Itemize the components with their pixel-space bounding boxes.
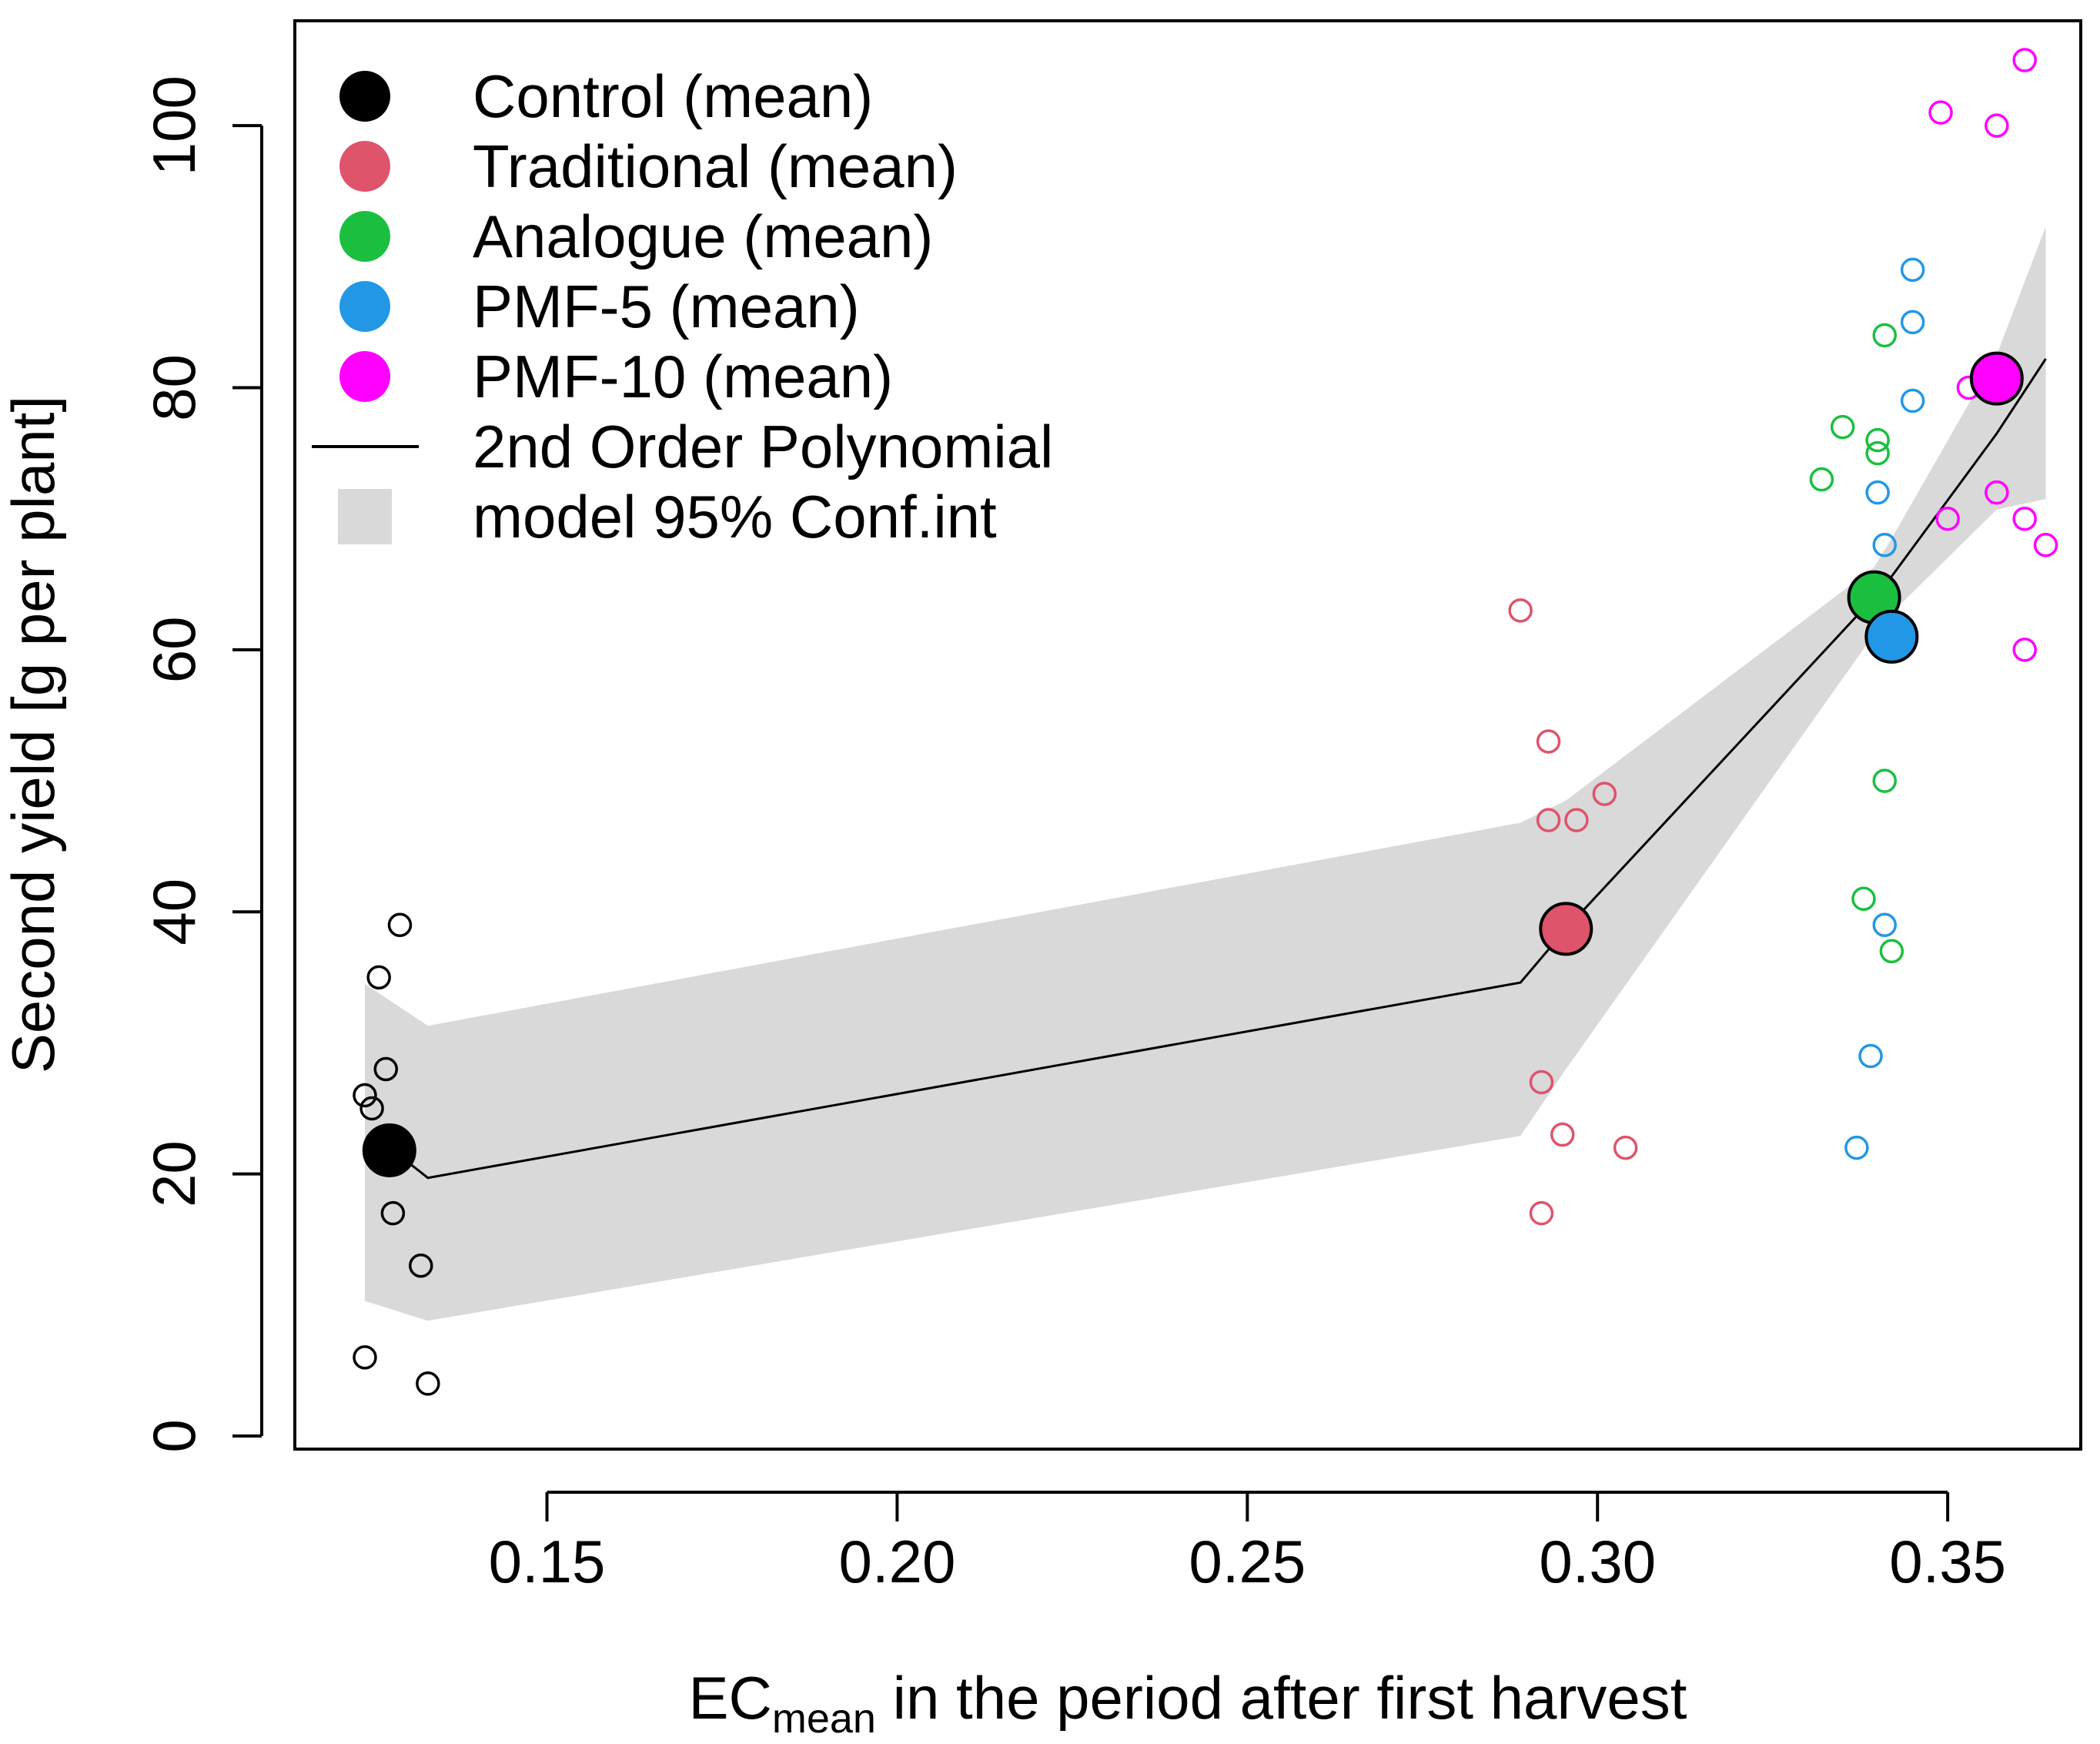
- legend-marker-pmf-5-mean: [339, 281, 390, 332]
- data-point-control: [409, 1253, 433, 1278]
- data-point-control: [353, 1345, 377, 1370]
- legend-marker-traditional-mean: [339, 141, 390, 192]
- y-axis-title: Second yield [g per plant]: [0, 396, 67, 1073]
- legend-marker-pmf-10-mean: [339, 351, 390, 402]
- data-point-analogue: [1872, 323, 1898, 348]
- data-point-pmf-10: [2012, 638, 2037, 662]
- data-point-pmf-5: [1900, 257, 1925, 283]
- confidence-band-layer: [364, 226, 2046, 1321]
- legend-marker-control-mean: [339, 71, 390, 122]
- axes-layer: 0.15 0.20 0.25 0.30 0.35 0 20 40 60 80 100: [140, 75, 2006, 1595]
- data-point-traditional: [1550, 1122, 1575, 1147]
- y-tick-label: 20: [140, 1140, 208, 1207]
- legend-label-pmf-5-mean: PMF-5 (mean): [473, 273, 860, 340]
- data-point-pmf-10: [1985, 113, 2009, 138]
- x-tick-label: 0.20: [839, 1528, 956, 1595]
- confidence-band: [364, 226, 2046, 1321]
- data-point-traditional: [1613, 1135, 1638, 1160]
- data-point-pmf-5: [1844, 1135, 1869, 1160]
- x-axis-title: ECmean in the period after first harvest: [689, 1664, 1687, 1742]
- y-tick-label: 0: [140, 1419, 208, 1452]
- y-tick-label: 40: [140, 879, 208, 946]
- data-point-pmf-5: [1865, 480, 1890, 505]
- x-axis-title-main: EC: [689, 1664, 772, 1732]
- data-point-analogue: [1865, 440, 1890, 466]
- data-point-traditional: [1536, 729, 1561, 754]
- data-point-pmf-10: [2012, 506, 2037, 531]
- legend-label-pmf-10-mean: PMF-10 (mean): [473, 343, 893, 410]
- legend-box-model-95-conf-int: [338, 489, 392, 544]
- mean-point-pmf-5: [1864, 609, 1919, 664]
- legend-label-control-mean: Control (mean): [473, 62, 873, 130]
- mean-point-pmf-10: [1969, 351, 2024, 406]
- group-means-layer: [362, 351, 2024, 1177]
- y-tick-label: 100: [140, 75, 208, 176]
- data-point-pmf-5: [1872, 532, 1898, 557]
- data-point-pmf-5: [1872, 912, 1898, 938]
- mean-point-traditional: [1539, 902, 1593, 956]
- data-point-pmf-10: [1928, 100, 1953, 125]
- data-point-control: [359, 1096, 384, 1121]
- plot-frame: [293, 19, 2082, 1451]
- x-axis-title-subscript: mean: [772, 1695, 876, 1742]
- data-point-traditional: [1592, 782, 1617, 806]
- data-point-analogue: [1809, 467, 1834, 492]
- data-point-traditional: [1529, 1200, 1554, 1226]
- x-axis-title-rest: in the period after first harvest: [876, 1664, 1687, 1732]
- y-tick-label: 80: [140, 354, 208, 421]
- data-point-analogue: [1830, 414, 1855, 440]
- data-point-traditional: [1536, 808, 1561, 832]
- data-point-analogue: [1865, 427, 1890, 453]
- x-tick-label: 0.25: [1189, 1528, 1306, 1595]
- legend: Control (mean)Traditional (mean)Analogue…: [312, 62, 1053, 551]
- data-point-pmf-5: [1900, 310, 1925, 335]
- mean-point-control: [362, 1123, 416, 1177]
- data-point-control: [366, 965, 391, 990]
- y-tick-label: 60: [140, 616, 208, 683]
- data-point-analogue: [1879, 939, 1904, 964]
- data-point-control: [353, 1083, 377, 1108]
- legend-marker-analogue-mean: [339, 211, 390, 262]
- data-point-control: [380, 1200, 406, 1226]
- legend-label-model-95-conf-int: model 95% Conf.int: [473, 483, 997, 551]
- data-point-pmf-10: [2033, 532, 2058, 557]
- data-point-control: [387, 912, 413, 938]
- data-point-analogue: [1851, 886, 1876, 911]
- data-point-pmf-10: [1935, 506, 1960, 531]
- legend-label-traditional-mean: Traditional (mean): [473, 132, 958, 200]
- data-point-pmf-5: [1900, 388, 1925, 413]
- legend-label-2nd-order-polynomial: 2nd Order Polynomial: [473, 413, 1053, 480]
- x-tick-label: 0.15: [489, 1528, 606, 1595]
- data-points-layer: [353, 48, 2058, 1396]
- x-tick-label: 0.35: [1889, 1528, 2006, 1595]
- data-point-pmf-10: [2012, 48, 2037, 72]
- data-point-control: [416, 1371, 440, 1396]
- x-tick-label: 0.30: [1539, 1528, 1656, 1595]
- data-point-pmf-10: [1985, 480, 2009, 505]
- legend-label-analogue-mean: Analogue (mean): [473, 203, 933, 270]
- data-point-control: [373, 1056, 399, 1082]
- data-point-traditional: [1508, 598, 1533, 623]
- data-point-pmf-5: [1858, 1043, 1883, 1069]
- data-point-traditional: [1564, 808, 1589, 832]
- data-point-analogue: [1872, 768, 1898, 793]
- data-point-traditional: [1529, 1069, 1554, 1095]
